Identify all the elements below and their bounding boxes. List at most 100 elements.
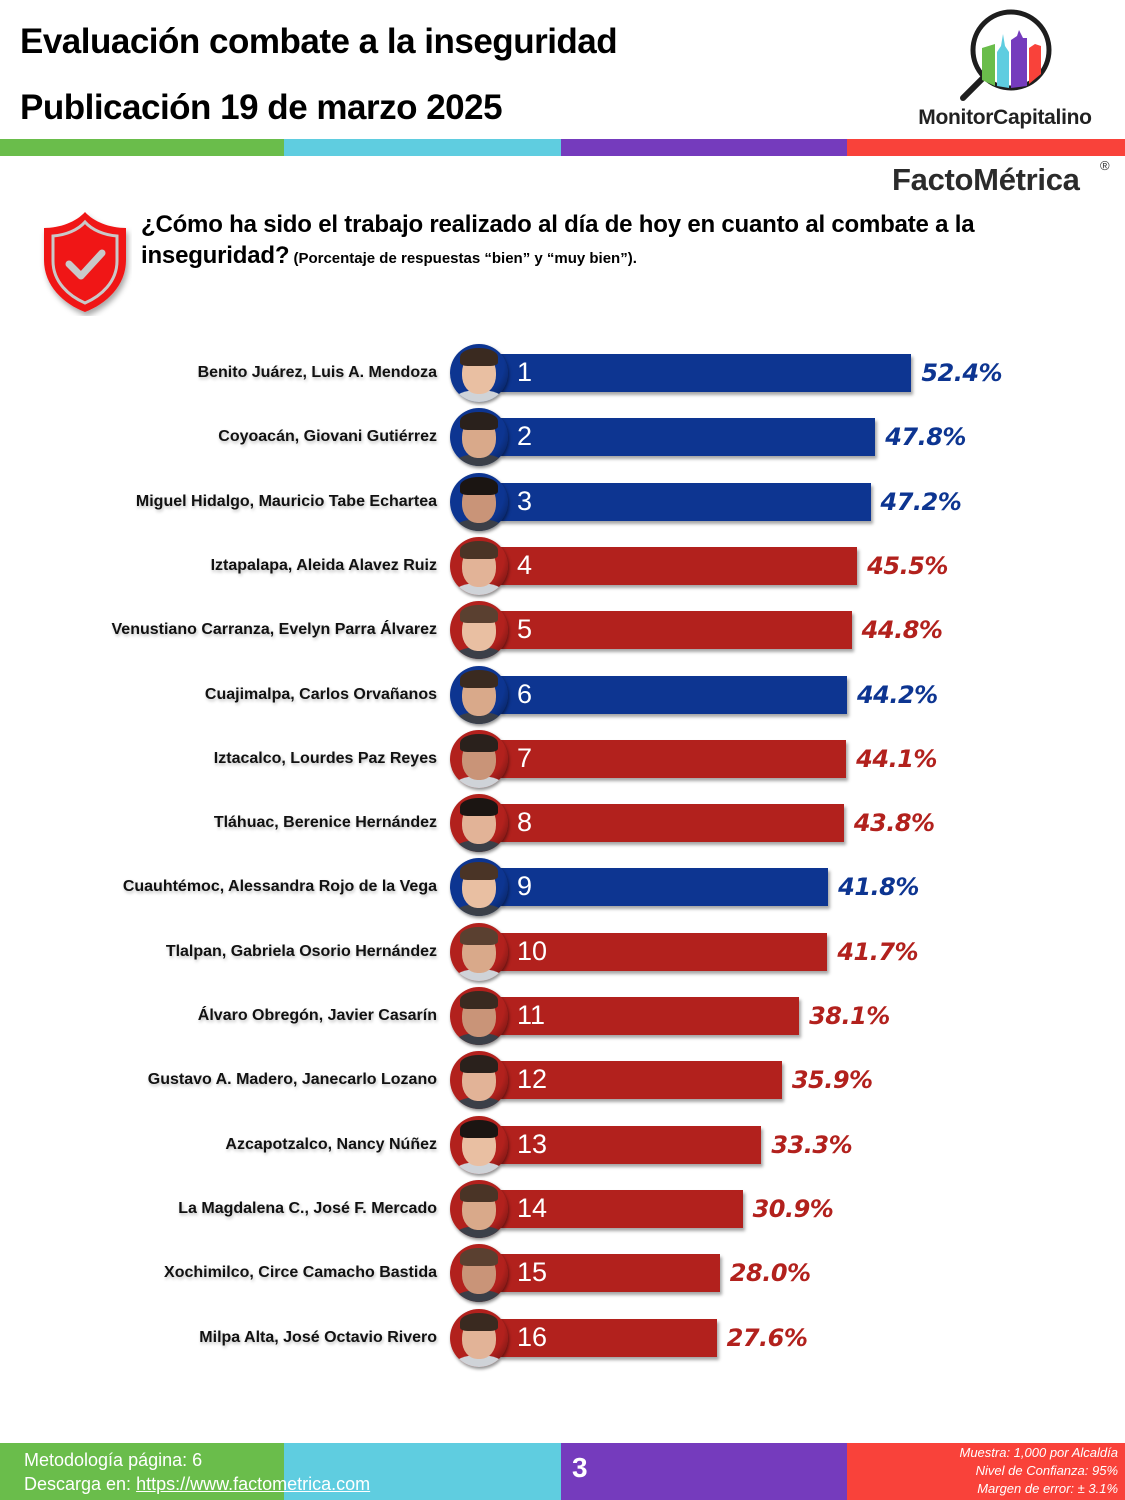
chart-row: Tláhuac, Berenice Hernández 8 43.8% <box>0 793 1125 853</box>
rank-label: 6 <box>517 678 533 709</box>
bar: 13 <box>500 1125 762 1164</box>
value-label: 38.1% <box>809 1002 890 1030</box>
shield-check-icon <box>44 212 126 312</box>
rank-label: 2 <box>517 421 533 452</box>
footer-red-block <box>847 1443 1125 1500</box>
rank-label: 3 <box>517 485 533 516</box>
stripe-purple <box>561 139 847 156</box>
avatar-shirt <box>454 1290 504 1303</box>
avatar-shirt <box>454 840 504 853</box>
bar: 5 <box>500 611 852 650</box>
category-label: Tlalpan, Gabriela Osorio Hernández <box>165 942 437 960</box>
factometrica-logo: FactoMétrica <box>892 162 1080 197</box>
avatar-shirt <box>454 1225 504 1238</box>
avatar-hair <box>460 1248 498 1267</box>
bar: 16 <box>500 1318 717 1357</box>
category-label: Cuajimalpa, Carlos Orvañanos <box>204 685 437 703</box>
avatar <box>450 408 508 467</box>
avatar-hair <box>460 798 498 817</box>
chart-row: Xochimilco, Circe Camacho Bastida 15 28.0% <box>0 1243 1125 1303</box>
avatar <box>450 1244 508 1303</box>
category-label: Milpa Alta, José Octavio Rivero <box>199 1328 437 1346</box>
rank-label: 4 <box>517 549 533 580</box>
monitor-capitalino-wordmark: MonitorCapitalino <box>918 106 1092 129</box>
rank-label: 10 <box>517 935 548 966</box>
brand-color-stripe <box>0 139 1125 156</box>
avatar-hair <box>460 926 498 945</box>
chart-row: Cuauhtémoc, Alessandra Rojo de la Vega 9 4… <box>0 857 1125 917</box>
avatar <box>450 472 508 531</box>
chart-row: Coyoacán, Giovani Gutiérrez 2 47.8% <box>0 407 1125 467</box>
category-label: Azcapotzalco, Nancy Núñez <box>225 1135 437 1153</box>
category-label: Benito Juárez, Luis A. Mendoza <box>197 364 437 381</box>
rank-label: 12 <box>517 1064 548 1095</box>
avatar <box>450 665 508 724</box>
registered-mark: ® <box>1100 158 1110 173</box>
avatar-shirt <box>454 904 504 917</box>
avatar-shirt <box>454 454 504 467</box>
bar: 1 <box>500 354 912 392</box>
rank-label: 1 <box>517 356 533 387</box>
category-label: Cuauhtémoc, Alessandra Rojo de la Vega <box>122 878 437 896</box>
value-label: 30.9% <box>752 1194 834 1223</box>
chart-row: Benito Juárez, Luis A. Mendoza 1 52.4% <box>0 343 1125 403</box>
avatar <box>450 729 508 788</box>
avatar-shirt <box>454 518 504 531</box>
stripe-red <box>847 139 1125 156</box>
avatar-hair <box>460 1183 498 1202</box>
value-label: 33.3% <box>771 1130 853 1159</box>
avatar <box>450 1179 508 1238</box>
value-label: 28.0% <box>729 1259 811 1288</box>
avatar <box>450 601 508 660</box>
margin-of-error: Margen de error: ± 3.1% <box>977 1481 1118 1496</box>
value-label: 41.8% <box>838 873 919 902</box>
chart-row: Venustiano Carranza, Evelyn Parra Álvare… <box>0 600 1125 660</box>
bar: 8 <box>500 804 844 843</box>
category-label: Iztapalapa, Aleida Alavez Ruiz <box>210 556 437 574</box>
value-label: 44.1% <box>856 744 937 773</box>
chart-row: Iztacalco, Lourdes Paz Reyes 7 44.1% <box>0 729 1125 789</box>
rank-label: 5 <box>517 614 533 645</box>
download-link[interactable]: https://www.factometrica.com <box>136 1474 371 1494</box>
chart-row: Cuajimalpa, Carlos Orvañanos 6 44.2% <box>0 665 1125 725</box>
rank-label: 11 <box>517 999 546 1030</box>
avatar-shirt <box>454 968 504 981</box>
category-label: La Magdalena C., José F. Mercado <box>178 1199 437 1217</box>
category-label: Álvaro Obregón, Javier Casarín <box>197 1007 437 1024</box>
rank-label: 13 <box>517 1128 548 1159</box>
question-text: ¿Cómo ha sido el trabajo realizado al dí… <box>141 211 975 269</box>
avatar-shirt <box>454 647 504 660</box>
bar: 9 <box>500 868 829 907</box>
value-label: 43.8% <box>853 809 935 838</box>
avatar <box>450 1051 508 1110</box>
rank-label: 14 <box>517 1192 548 1223</box>
avatar <box>450 794 508 853</box>
value-label: 52.4% <box>921 359 1003 387</box>
category-label: Iztacalco, Lourdes Paz Reyes <box>213 749 437 767</box>
avatar-shirt <box>454 1097 504 1110</box>
avatar-shirt <box>454 711 504 724</box>
chart-row: Tlalpan, Gabriela Osorio Hernández 10 41.7… <box>0 922 1125 982</box>
category-label: Coyoacán, Giovani Gutiérrez <box>218 428 437 446</box>
bar: 7 <box>500 739 847 778</box>
avatar <box>450 536 508 595</box>
chart-row: Gustavo A. Madero, Janecarlo Lozano 12 35.… <box>0 1050 1125 1110</box>
category-label: Miguel Hidalgo, Mauricio Tabe Echartea <box>135 492 437 510</box>
stripe-cyan <box>284 139 561 156</box>
avatar-hair <box>460 540 498 559</box>
bar: 11 <box>500 997 800 1035</box>
avatar-shirt <box>454 775 504 788</box>
avatar-hair <box>460 669 498 688</box>
publication-date: Publicación 19 de marzo 2025 <box>20 88 503 127</box>
footer-cyan-block <box>284 1443 561 1500</box>
survey-question: ¿Cómo ha sido el trabajo realizado al dí… <box>141 209 1021 274</box>
ranking-bar-chart: Benito Juárez, Luis A. Mendoza 1 52.4% Coyo… <box>0 330 1125 1390</box>
chart-row: Milpa Alta, José Octavio Rivero 16 27.6% <box>0 1308 1125 1368</box>
avatar-shirt <box>454 1354 504 1367</box>
download-label: Descarga en: <box>24 1474 137 1494</box>
rank-label: 8 <box>517 806 533 837</box>
chart-row: Azcapotzalco, Nancy Núñez 13 33.3% <box>0 1115 1125 1175</box>
value-label: 45.5% <box>867 551 948 580</box>
category-label: Venustiano Carranza, Evelyn Parra Álvare… <box>111 621 437 639</box>
avatar <box>450 987 508 1045</box>
